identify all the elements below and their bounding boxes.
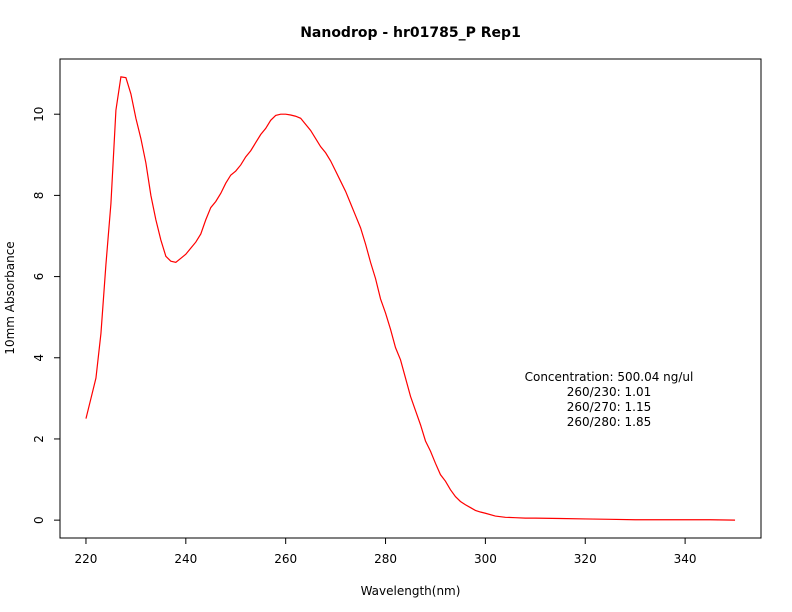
y-tick-label: 8 [32,192,46,200]
x-tick-label: 220 [75,552,98,566]
x-axis-label: Wavelength(nm) [361,584,461,598]
ratio-260-270-annotation: 260/270: 1.15 [567,400,651,414]
x-tick-label: 280 [374,552,397,566]
x-tick-label: 260 [274,552,297,566]
x-tick-label: 240 [174,552,197,566]
x-tick-label: 300 [474,552,497,566]
ratio-260-230-annotation: 260/230: 1.01 [567,385,651,399]
y-tick-label: 6 [32,273,46,281]
y-tick-label: 2 [32,435,46,443]
y-axis-label: 10mm Absorbance [3,241,17,354]
absorbance-line [85,76,736,521]
x-tick-label: 340 [674,552,697,566]
y-axis: 0 2 4 6 8 10 [32,107,60,524]
plot-box [59,58,762,539]
measurement-annotations: Concentration: 500.04 ng/ul 260/230: 1.0… [525,370,694,429]
x-tick-label: 320 [574,552,597,566]
ratio-260-280-annotation: 260/280: 1.85 [567,415,651,429]
x-axis: 220 240 260 280 300 320 340 [75,538,697,566]
concentration-annotation: Concentration: 500.04 ng/ul [525,370,694,384]
y-tick-label: 4 [32,354,46,362]
y-tick-label: 0 [32,516,46,524]
chart-title: Nanodrop - hr01785_P Rep1 [300,25,521,41]
y-tick-label: 10 [32,107,46,122]
